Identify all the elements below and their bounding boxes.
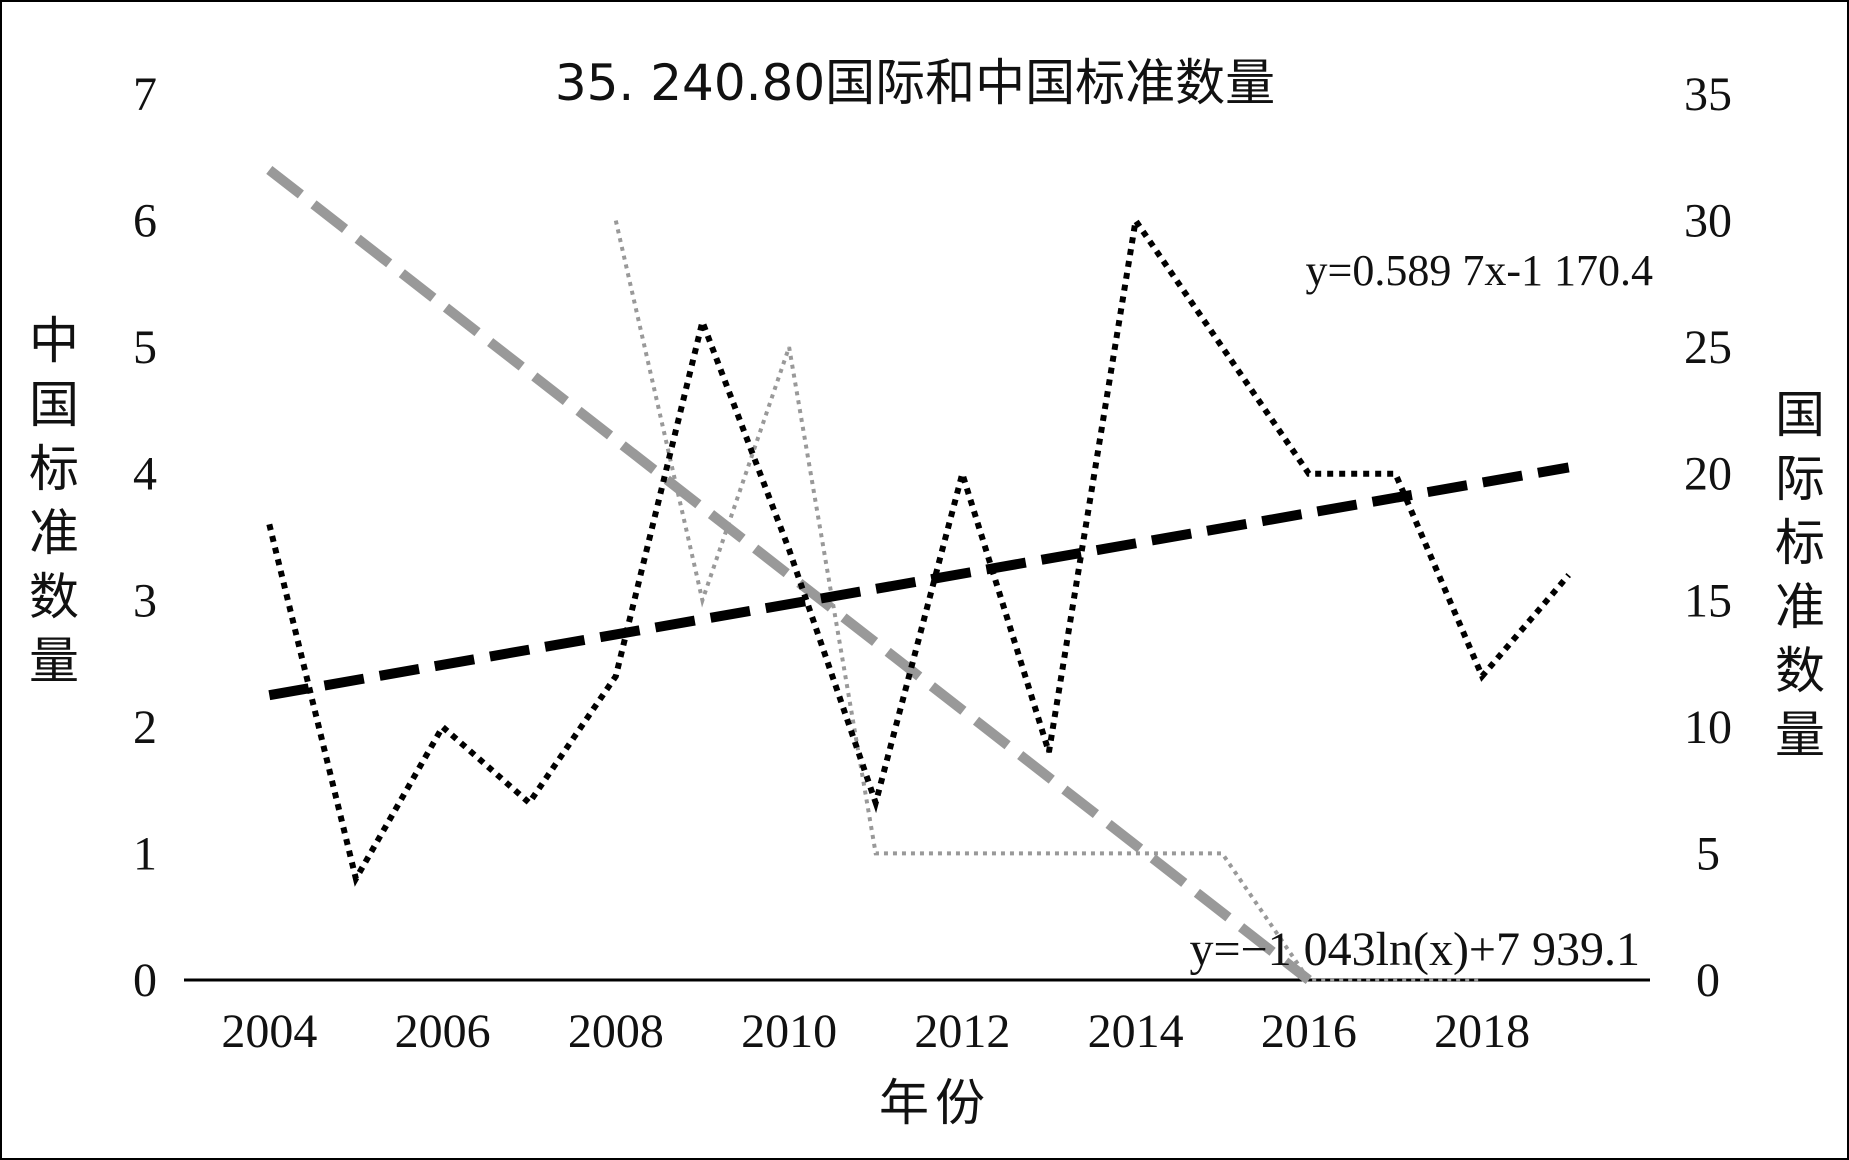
trend-annotation-linear: y=0.589 7x-1 170.4 — [1306, 246, 1653, 295]
y-tick-left-label: 5 — [133, 321, 157, 374]
y-ticks-right: 0 5 10 15 20 25 30 35 — [1684, 68, 1732, 1007]
x-ticks: 2004 2006 2008 2010 2012 2014 2016 2018 — [221, 1005, 1530, 1058]
axis-title-char: 标 — [1775, 514, 1825, 572]
axis-title-char: 数 — [29, 568, 79, 626]
x-tick-label: 2012 — [914, 1005, 1010, 1058]
x-tick-label: 2016 — [1261, 1005, 1357, 1058]
axis-title-char: 标 — [29, 440, 79, 498]
series-line-3 — [266, 165, 1312, 984]
series-line-0 — [266, 212, 1571, 887]
axis-title-char: 量 — [29, 632, 79, 690]
axis-title-char: 中 — [29, 312, 79, 370]
x-tick-label: 2008 — [568, 1005, 664, 1058]
x-tick-label: 2004 — [221, 1005, 317, 1058]
axis-title-char: 国 — [29, 376, 79, 434]
x-tick-label: 2014 — [1088, 1005, 1184, 1058]
x-axis-title: 年份 — [879, 1074, 991, 1132]
y-tick-left-label: 1 — [133, 827, 157, 880]
chart-title: 35. 240.80国际和中国标准数量 — [555, 54, 1275, 112]
y-tick-right-label: 30 — [1684, 195, 1732, 248]
x-tick-label: 2010 — [741, 1005, 837, 1058]
y-tick-right-label: 15 — [1684, 574, 1732, 627]
y-tick-right-label: 35 — [1684, 68, 1732, 121]
y-tick-left-label: 6 — [133, 195, 157, 248]
y-tick-left-label: 4 — [133, 448, 157, 501]
y-tick-right-label: 0 — [1696, 954, 1720, 1007]
axis-title-char: 量 — [1775, 706, 1825, 764]
series-layer — [266, 165, 1571, 984]
y-tick-right-label: 25 — [1684, 321, 1732, 374]
axis-title-char: 准 — [29, 504, 79, 562]
y-tick-left-label: 3 — [133, 574, 157, 627]
y-tick-left-label: 2 — [133, 701, 157, 754]
axis-title-char: 国 — [1775, 386, 1825, 444]
x-tick-label: 2006 — [395, 1005, 491, 1058]
y-tick-right-label: 10 — [1684, 701, 1732, 754]
series-line-1 — [613, 220, 1483, 982]
axis-title-char: 准 — [1775, 578, 1825, 636]
series-line-2 — [268, 462, 1570, 701]
y-tick-right-label: 5 — [1696, 827, 1720, 880]
trend-annotation-log: y=−1 043ln(x)+7 939.1 — [1189, 923, 1640, 976]
y-tick-right-label: 20 — [1684, 448, 1732, 501]
axis-title-char: 际 — [1775, 450, 1825, 508]
y-axis-left-title: 中国标准数量 — [29, 312, 79, 690]
y-ticks-left: 0 1 2 3 4 5 6 7 — [133, 68, 157, 1007]
y-tick-left-label: 0 — [133, 954, 157, 1007]
x-tick-label: 2018 — [1434, 1005, 1530, 1058]
y-tick-left-label: 7 — [133, 68, 157, 121]
axis-title-char: 数 — [1775, 642, 1825, 700]
